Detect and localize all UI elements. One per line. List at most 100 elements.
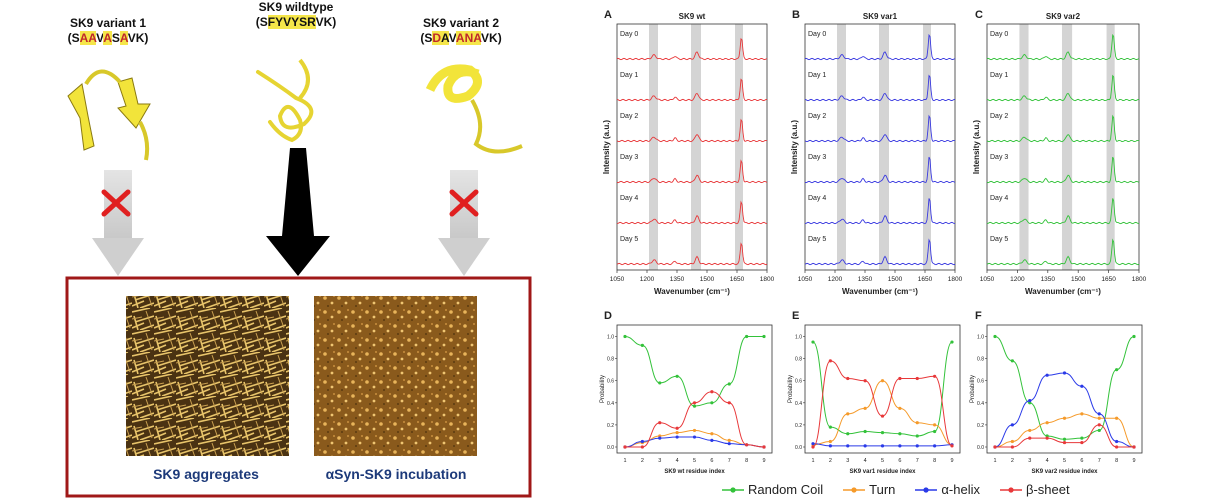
variant1-cross-icon	[101, 189, 131, 217]
spectrum-trace-day-4	[986, 198, 1140, 225]
spectrum-trace-day-0	[804, 33, 956, 61]
spectrum-trace-day-1	[986, 74, 1139, 102]
legend-label: α-helix	[941, 482, 980, 497]
y-tick-label: 0.2	[795, 423, 802, 429]
x-tick-label: 7	[728, 458, 731, 464]
x-tick-label: 4	[1046, 458, 1049, 464]
spectrum-trace-day-5	[616, 242, 768, 266]
x-tick-label: 1350	[670, 276, 685, 283]
plot-frame	[804, 23, 956, 271]
data-point--sheet	[1132, 445, 1136, 449]
data-point--sheet	[933, 374, 937, 378]
x-tick-label: 1350	[858, 276, 873, 283]
y-tick-label: 0.2	[607, 423, 614, 429]
data-point-random-coil	[1028, 401, 1032, 405]
data-point-turn	[915, 421, 919, 425]
data-point--sheet	[658, 421, 662, 425]
x-tick-label: 9	[1132, 458, 1135, 464]
data-point--sheet	[1062, 440, 1067, 445]
legend-swatch-icon	[915, 486, 938, 493]
x-tick-label: 8	[745, 458, 748, 464]
data-point--sheet	[811, 445, 815, 449]
data-point--sheet	[692, 401, 697, 405]
data-point-random-coil	[811, 340, 815, 344]
data-point-turn	[933, 423, 937, 427]
spectrum-panel-b	[804, 23, 956, 273]
day-label: Day 5	[990, 236, 1008, 243]
day-label: Day 2	[808, 113, 826, 120]
data-point--helix	[828, 444, 832, 448]
spectrum-trace-day-5	[986, 238, 1140, 266]
data-point-random-coil	[1115, 368, 1119, 372]
y-axis-label: Probability	[600, 375, 606, 403]
x-axis-label: SK9 var1 residue index	[849, 469, 916, 475]
day-label: Day 1	[620, 72, 638, 79]
data-point-random-coil	[915, 434, 919, 438]
y-tick-label: 0.6	[977, 379, 984, 385]
data-point-random-coil	[745, 334, 749, 339]
data-point--helix	[710, 438, 714, 442]
data-point--sheet	[846, 376, 850, 381]
data-point--helix	[1097, 412, 1101, 416]
legend-item--sheet: β-sheet	[1000, 482, 1070, 497]
day-label: Day 1	[990, 72, 1008, 79]
plot-frame	[616, 324, 773, 454]
data-point-random-coil	[846, 432, 850, 436]
probability-chart-e	[803, 324, 961, 454]
data-point--sheet	[863, 379, 867, 383]
spectrum-trace-day-0	[616, 37, 768, 61]
x-tick-label: 8	[1115, 458, 1118, 464]
legend-item-turn: Turn	[843, 482, 895, 497]
x-axis-label: Wavenumber (cm⁻¹)	[654, 287, 730, 296]
panel-letter: C	[975, 9, 983, 21]
legend-item--helix: α-helix	[915, 482, 980, 497]
data-point-random-coil	[1010, 359, 1014, 363]
x-tick-label: 6	[710, 458, 713, 464]
sk9-aggregates-label: SK9 aggregates	[153, 466, 259, 482]
x-tick-label: 8	[933, 458, 936, 464]
y-axis-label: Intensity (a.u.)	[602, 120, 611, 175]
data-point--sheet	[828, 359, 832, 363]
spectrum-trace-day-1	[616, 78, 767, 102]
x-tick-label: 6	[898, 458, 901, 464]
wildtype-title: SK9 wildtype (SFYVYSRVK)	[236, 0, 356, 30]
data-point--helix	[692, 435, 697, 439]
wildtype-name: SK9 wildtype	[258, 0, 334, 14]
spectrum-trace-day-1	[804, 74, 955, 102]
spectrum-trace-day-0	[986, 33, 1140, 61]
series-line-random-coil	[812, 341, 953, 437]
spectrum-trace-day-2	[986, 114, 1140, 143]
y-tick-label: 0.6	[795, 379, 802, 385]
x-axis-label: SK9 var2 residue index	[1031, 469, 1098, 475]
data-point-turn	[1062, 416, 1067, 420]
data-point--sheet	[1115, 445, 1119, 449]
x-tick-label: 1	[993, 458, 996, 464]
data-point--sheet	[710, 390, 714, 394]
x-tick-label: 1800	[948, 276, 963, 283]
data-point-turn	[675, 431, 679, 435]
data-point-turn	[1080, 412, 1084, 416]
data-point-random-coil	[658, 381, 662, 385]
data-point-random-coil	[1045, 434, 1049, 438]
legend-swatch-icon	[843, 486, 866, 493]
spectrum-panel-c	[986, 23, 1140, 273]
variant2-title: SK9 variant 2 (SDAVANAVK)	[396, 16, 526, 46]
data-point--sheet	[745, 443, 749, 447]
x-axis-label: Wavenumber (cm⁻¹)	[842, 287, 918, 296]
x-tick-label: 4	[864, 458, 867, 464]
spectrum-trace-day-3	[986, 156, 1140, 184]
series-line-random-coil	[624, 336, 764, 407]
data-point-turn	[880, 379, 885, 383]
plot-frame	[616, 23, 768, 271]
series-line-turn	[812, 380, 953, 446]
data-point--helix	[1080, 384, 1084, 388]
shaded-band	[691, 24, 701, 270]
day-label: Day 0	[990, 31, 1008, 38]
x-tick-label: 5	[693, 458, 696, 464]
y-tick-label: 0.4	[607, 401, 614, 407]
data-point--sheet	[898, 376, 902, 381]
data-point-random-coil	[640, 343, 644, 347]
data-point-random-coil	[1097, 428, 1101, 433]
variant2-cross-icon	[449, 189, 479, 217]
variant2-sequence: (SDAVANAVK)	[420, 31, 502, 45]
